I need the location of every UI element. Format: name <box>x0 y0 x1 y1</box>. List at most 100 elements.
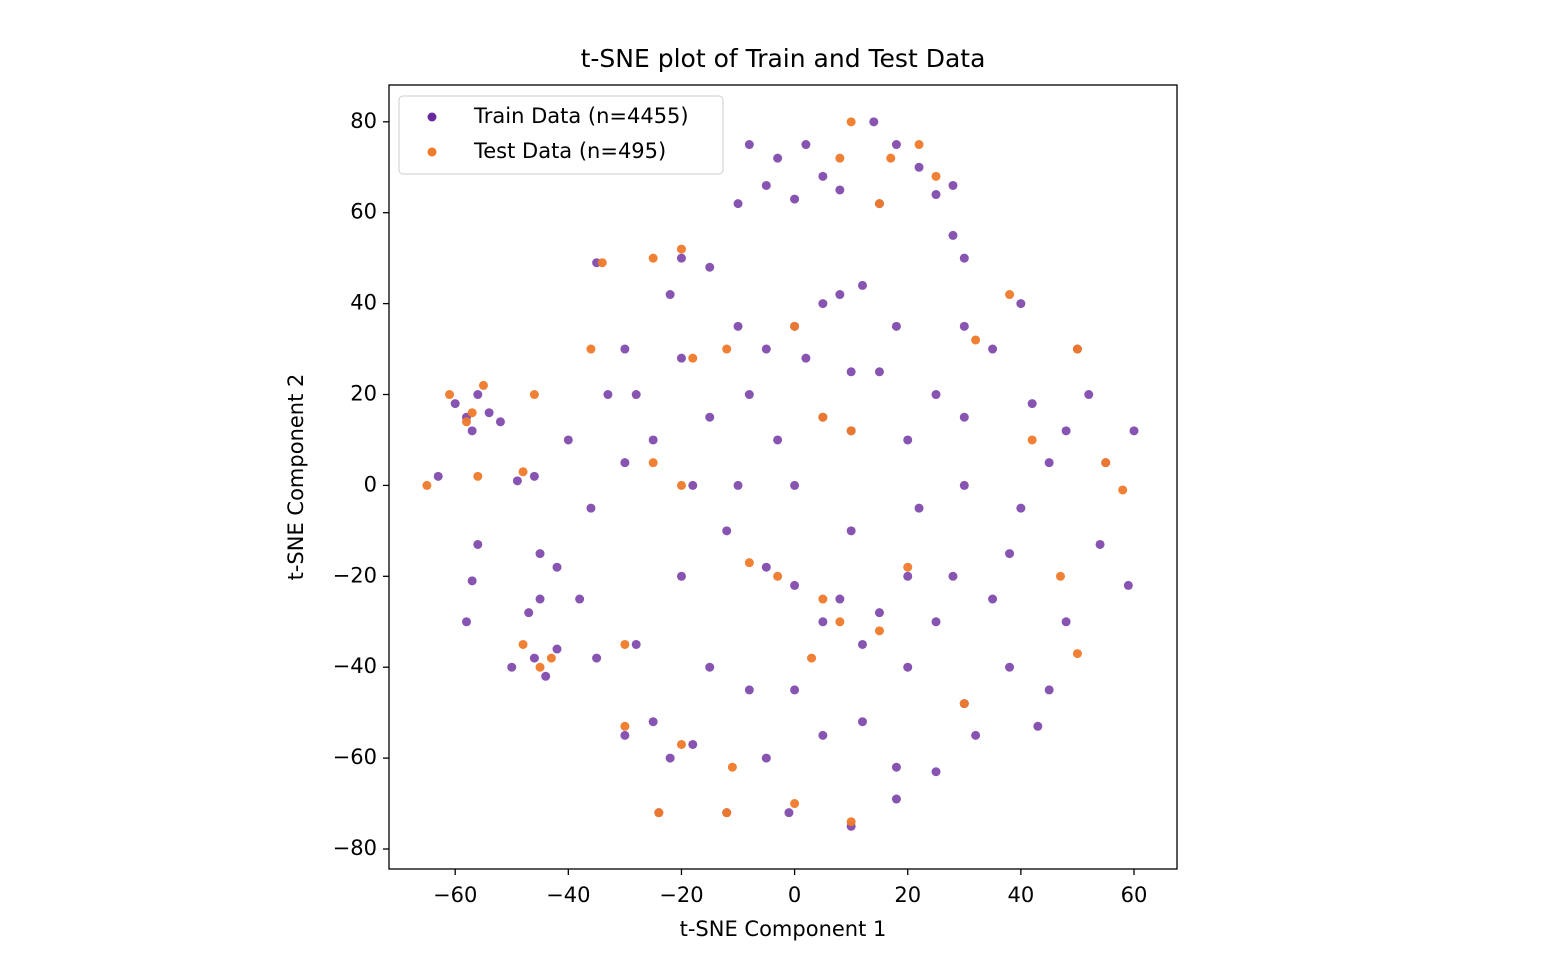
point <box>688 739 698 749</box>
point <box>948 571 958 581</box>
x-tick-label: 40 <box>1008 883 1035 907</box>
point <box>773 153 783 163</box>
point <box>518 467 528 477</box>
y-tick-label: 40 <box>350 291 377 315</box>
point <box>648 253 658 263</box>
point <box>575 594 585 604</box>
point <box>422 480 432 490</box>
point <box>959 321 969 331</box>
point <box>801 140 811 150</box>
point <box>761 180 771 190</box>
point <box>467 576 477 586</box>
point <box>948 180 958 190</box>
y-tick-label: 20 <box>350 382 377 406</box>
point <box>1072 649 1082 659</box>
point <box>988 594 998 604</box>
point <box>761 562 771 572</box>
point <box>524 608 534 618</box>
x-tick-label: −40 <box>546 883 590 907</box>
y-tick-label: 60 <box>350 200 377 224</box>
point <box>846 526 856 536</box>
legend-marker <box>427 112 437 122</box>
point <box>541 671 551 681</box>
point <box>818 617 828 627</box>
point <box>473 539 483 549</box>
point <box>631 390 641 400</box>
point <box>688 480 698 490</box>
point <box>535 549 545 559</box>
point <box>648 717 658 727</box>
point <box>773 435 783 445</box>
point <box>784 808 794 818</box>
point <box>790 194 800 204</box>
point <box>1027 435 1037 445</box>
point <box>790 480 800 490</box>
point <box>773 571 783 581</box>
y-tick-label: −40 <box>333 654 377 678</box>
point <box>620 639 630 649</box>
point <box>722 808 732 818</box>
point <box>761 753 771 763</box>
point <box>1005 290 1015 300</box>
point <box>1005 549 1015 559</box>
y-tick-label: −20 <box>333 563 377 587</box>
point <box>450 399 460 409</box>
point <box>846 367 856 377</box>
point <box>790 685 800 695</box>
x-tick-label: −60 <box>433 883 477 907</box>
point <box>818 730 828 740</box>
point <box>988 344 998 354</box>
legend-box <box>398 95 724 175</box>
point <box>903 662 913 672</box>
point <box>648 435 658 445</box>
point <box>886 153 896 163</box>
legend-label: Test Data (n=495) <box>473 139 666 163</box>
point <box>722 526 732 536</box>
point <box>931 190 941 200</box>
y-tick-label: 0 <box>364 472 377 496</box>
point <box>1061 617 1071 627</box>
y-tick-label: −60 <box>333 745 377 769</box>
point <box>914 503 924 513</box>
point <box>495 417 505 427</box>
point <box>473 390 483 400</box>
point <box>733 321 743 331</box>
point <box>665 290 675 300</box>
point <box>552 562 562 572</box>
point <box>744 558 754 568</box>
point <box>874 608 884 618</box>
point <box>931 767 941 777</box>
point <box>676 571 686 581</box>
point <box>518 639 528 649</box>
point <box>1033 721 1043 731</box>
point <box>705 262 715 272</box>
point <box>761 344 771 354</box>
point <box>959 412 969 422</box>
point <box>790 799 800 809</box>
point <box>733 480 743 490</box>
point <box>959 253 969 263</box>
point <box>744 390 754 400</box>
point <box>818 171 828 181</box>
point <box>971 335 981 345</box>
point <box>507 662 517 672</box>
point <box>467 426 477 436</box>
point <box>801 353 811 363</box>
point <box>592 653 602 663</box>
point <box>874 199 884 209</box>
y-axis-label: t-SNE Component 2 <box>284 374 308 581</box>
point <box>654 808 664 818</box>
point <box>529 471 539 481</box>
point <box>818 594 828 604</box>
point <box>445 390 455 400</box>
point <box>931 390 941 400</box>
point <box>1129 426 1139 436</box>
point <box>478 380 488 390</box>
point <box>744 685 754 695</box>
point <box>1027 399 1037 409</box>
point <box>790 321 800 331</box>
point <box>676 739 686 749</box>
point <box>959 480 969 490</box>
legend-label: Train Data (n=4455) <box>473 104 689 128</box>
